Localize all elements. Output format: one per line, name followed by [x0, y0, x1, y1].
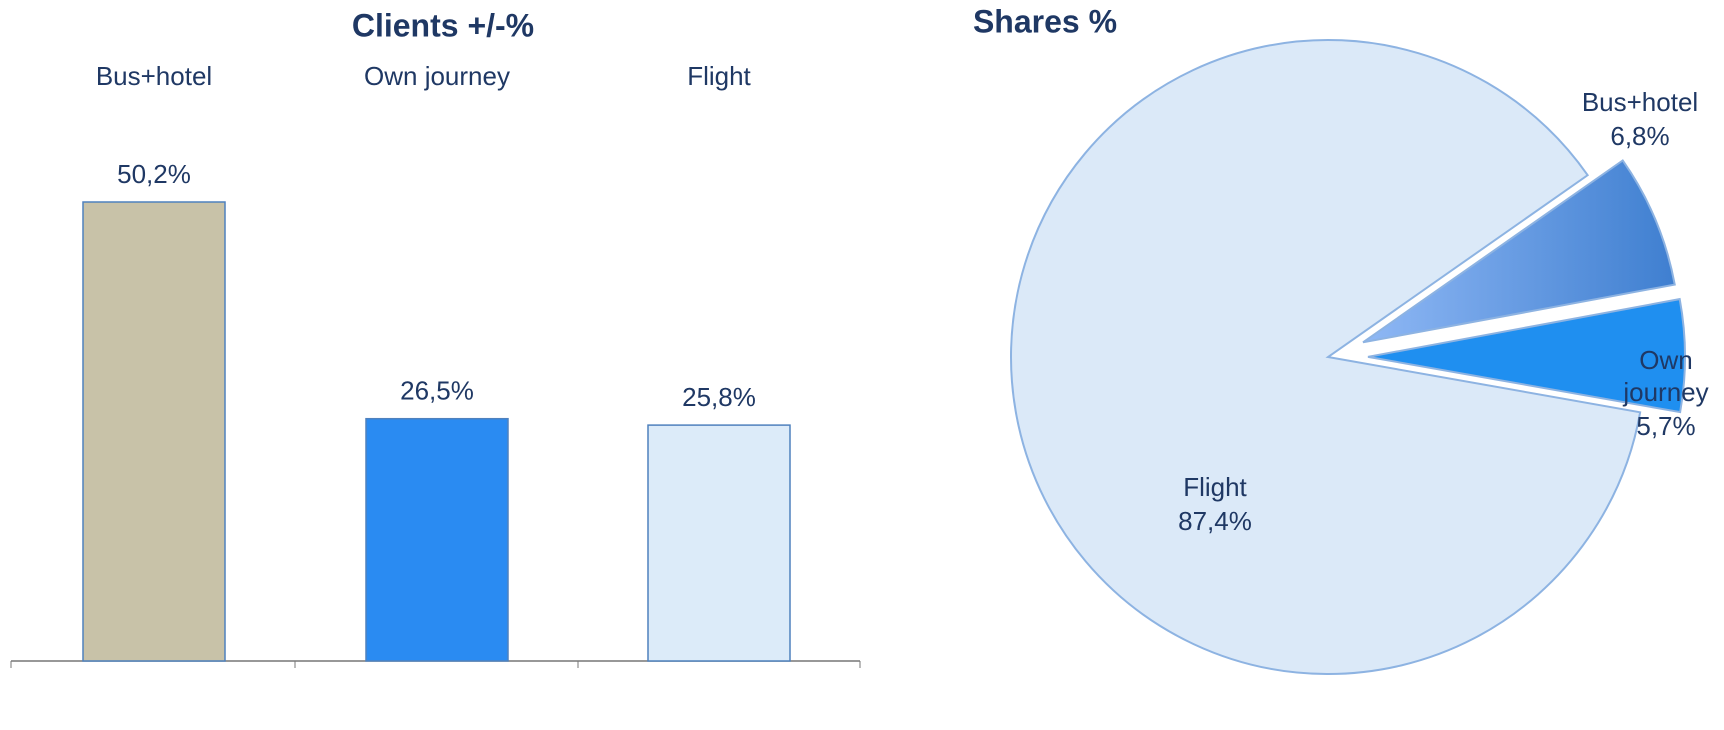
- bar: [648, 425, 790, 661]
- bar: [366, 419, 508, 661]
- pie-title: Shares %: [973, 3, 1117, 39]
- value-label: 25,8%: [682, 382, 756, 412]
- category-label: Own journey: [364, 61, 510, 91]
- slice-name: Flight: [1150, 471, 1280, 503]
- category-label: Flight: [687, 61, 751, 91]
- slice-value: 5,7%: [1601, 410, 1724, 442]
- value-label: 26,5%: [400, 376, 474, 406]
- slice-name: Own journey: [1601, 344, 1724, 408]
- bar: [83, 202, 225, 661]
- bar-title: Clients +/-%: [352, 7, 534, 43]
- slice-name: Bus+hotel: [1575, 86, 1705, 118]
- category-label: Bus+hotel: [96, 61, 212, 91]
- charts: Clients +/-% Shares % Bus+hotel 50,2% Own …: [0, 0, 1724, 730]
- slice-value: 87,4%: [1150, 505, 1280, 537]
- slice-value: 6,8%: [1575, 120, 1705, 152]
- value-label: 50,2%: [117, 159, 191, 189]
- page: Clients +/-% Shares % Bus+hotel 50,2% Own …: [0, 0, 1724, 730]
